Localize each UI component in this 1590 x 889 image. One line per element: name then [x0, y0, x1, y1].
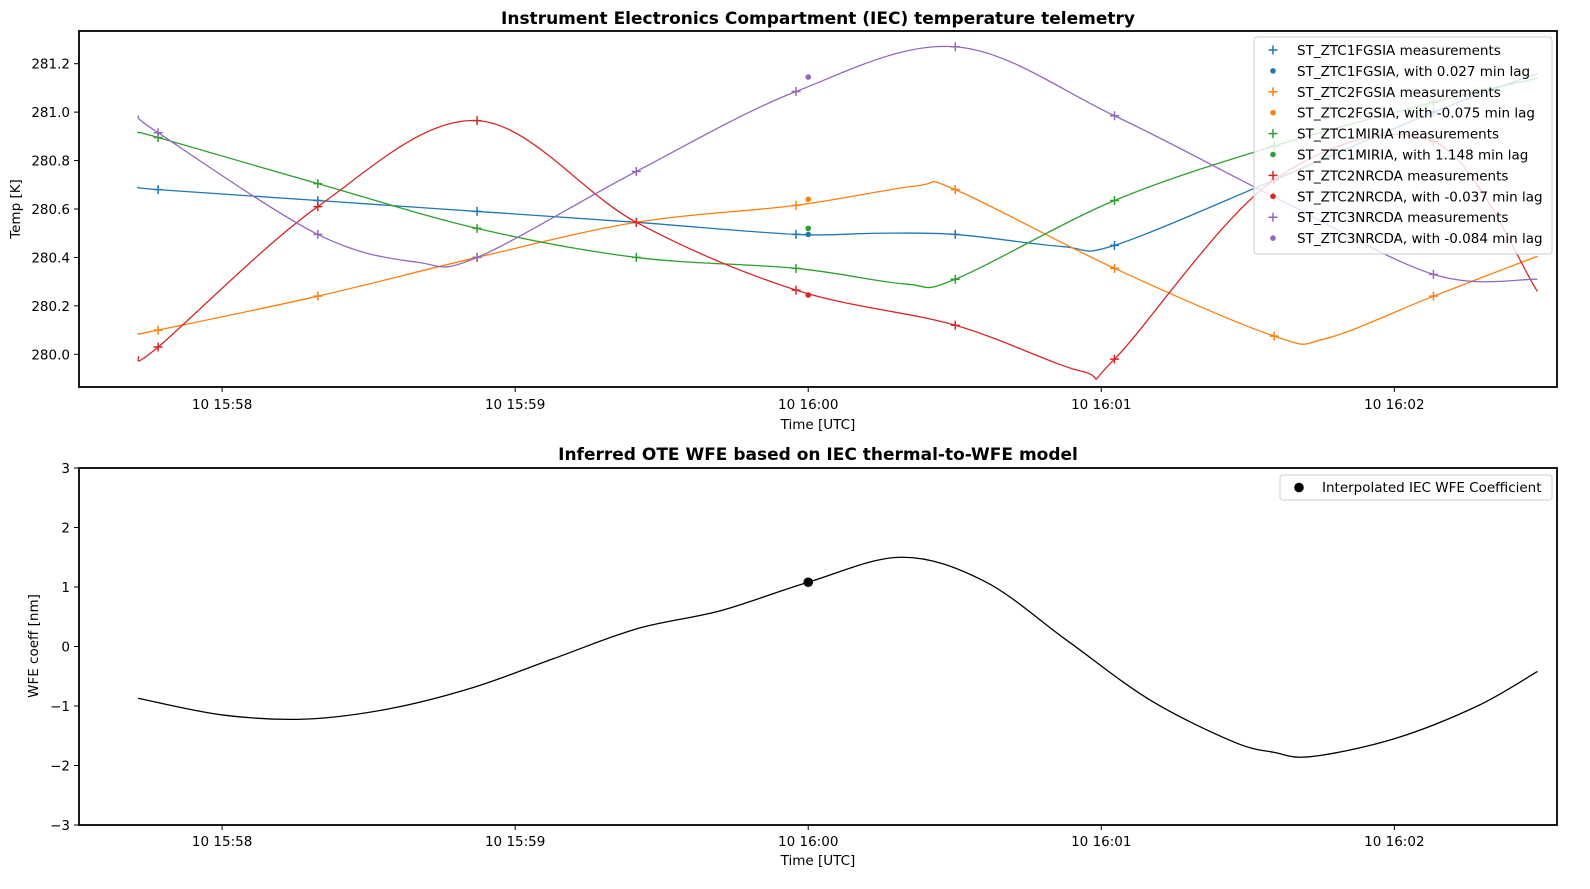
x-tick-label: 10 15:58	[192, 834, 252, 850]
y-axis-label: WFE coeff [nm]	[26, 594, 42, 698]
legend: Interpolated IEC WFE Coefficient	[1280, 475, 1552, 500]
chart-title: Instrument Electronics Compartment (IEC)…	[501, 9, 1135, 29]
legend-label: ST_ZTC2FGSIA, with -0.075 min lag	[1297, 106, 1535, 122]
y-tick-label: −1	[50, 699, 70, 715]
interpolated-point	[803, 577, 813, 587]
legend-marker	[1270, 110, 1276, 116]
y-tick-label: 280.2	[31, 299, 70, 315]
y-tick-label: 0	[61, 640, 70, 656]
legend-entry: ST_ZTC2NRCDA, with -0.037 min lag	[1270, 189, 1542, 205]
legend-entry: ST_ZTC1MIRIA, with 1.148 min lag	[1270, 148, 1528, 164]
chart-title: Inferred OTE WFE based on IEC thermal-to…	[558, 445, 1078, 465]
legend-label: ST_ZTC2NRCDA, with -0.037 min lag	[1297, 189, 1543, 205]
x-tick-label: 10 15:58	[192, 397, 252, 413]
x-tick-label: 10 16:01	[1071, 834, 1131, 850]
y-tick-label: −3	[50, 818, 70, 834]
legend-entry: ST_ZTC1FGSIA measurements	[1269, 43, 1501, 59]
legend-label: ST_ZTC1FGSIA, with 0.027 min lag	[1297, 64, 1530, 80]
legend-label: ST_ZTC1FGSIA measurements	[1297, 43, 1501, 59]
y-tick-label: −2	[50, 759, 70, 775]
lag-point	[805, 74, 811, 80]
y-tick-label: 3	[61, 461, 70, 477]
y-tick-label: 280.4	[31, 250, 70, 266]
y-tick-label: 1	[61, 580, 70, 596]
lag-point	[805, 197, 811, 203]
legend-entry: ST_ZTC3NRCDA measurements	[1269, 210, 1509, 226]
legend-label: ST_ZTC3NRCDA measurements	[1297, 210, 1508, 226]
x-tick-label: 10 16:02	[1364, 834, 1424, 850]
legend-marker	[1270, 68, 1276, 74]
legend-label: ST_ZTC2NRCDA measurements	[1297, 168, 1508, 184]
x-tick-label: 10 16:00	[778, 397, 838, 413]
lag-point	[805, 292, 811, 298]
legend-entry: ST_ZTC1FGSIA, with 0.027 min lag	[1270, 64, 1530, 80]
x-tick-label: 10 16:01	[1071, 397, 1131, 413]
x-tick-label: 10 16:02	[1364, 397, 1424, 413]
x-axis-label: Time [UTC]	[780, 417, 856, 433]
legend-marker	[1270, 235, 1276, 241]
y-tick-label: 281.0	[31, 105, 70, 121]
y-tick-label: 280.8	[31, 154, 70, 170]
legend-entry: Interpolated IEC WFE Coefficient	[1294, 480, 1541, 496]
y-axis-label: Temp [K]	[8, 179, 24, 240]
legend-entry: ST_ZTC2NRCDA measurements	[1269, 168, 1509, 184]
legend-entry: ST_ZTC1MIRIA measurements	[1269, 127, 1500, 143]
legend: ST_ZTC1FGSIA measurements ST_ZTC1FGSIA, w…	[1254, 37, 1552, 254]
legend-label: ST_ZTC2FGSIA measurements	[1297, 85, 1501, 101]
x-tick-label: 10 16:00	[778, 834, 838, 850]
legend-entry: ST_ZTC3NRCDA, with -0.084 min lag	[1270, 231, 1542, 247]
legend-label: ST_ZTC1MIRIA measurements	[1297, 127, 1499, 143]
legend-marker	[1294, 483, 1304, 493]
lag-point	[805, 232, 811, 238]
legend-label: Interpolated IEC WFE Coefficient	[1322, 480, 1542, 496]
y-tick-label: 280.0	[31, 347, 70, 363]
x-tick-label: 10 15:59	[485, 397, 545, 413]
y-tick-label: 281.2	[31, 57, 70, 73]
y-tick-label: 280.6	[31, 202, 70, 218]
legend-marker	[1270, 194, 1276, 200]
lag-point	[805, 226, 811, 232]
legend-label: ST_ZTC3NRCDA, with -0.084 min lag	[1297, 231, 1543, 247]
legend-label: ST_ZTC1MIRIA, with 1.148 min lag	[1297, 148, 1528, 164]
x-axis-label: Time [UTC]	[780, 853, 856, 869]
legend-entry: ST_ZTC2FGSIA measurements	[1269, 85, 1501, 101]
y-tick-label: 2	[61, 521, 70, 537]
legend-entry: ST_ZTC2FGSIA, with -0.075 min lag	[1270, 106, 1535, 122]
legend-marker	[1270, 152, 1276, 158]
x-tick-label: 10 15:59	[485, 834, 545, 850]
